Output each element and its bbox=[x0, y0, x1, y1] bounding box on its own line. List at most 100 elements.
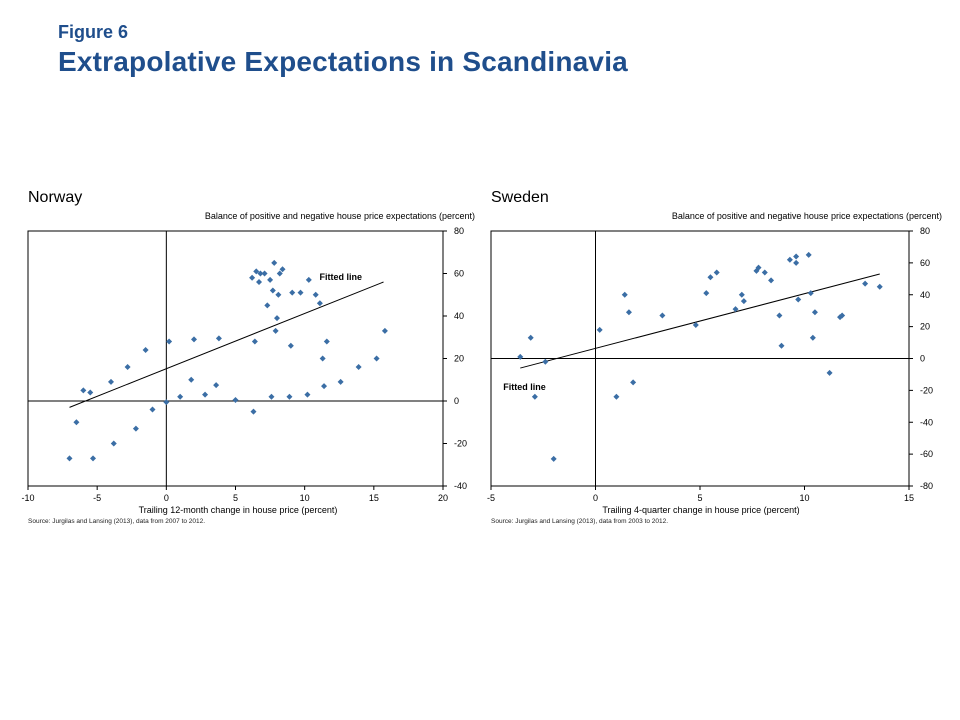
norway-x-tick-label: 0 bbox=[164, 493, 169, 503]
norway-data-point bbox=[87, 390, 93, 396]
sweden-y-tick-label: 80 bbox=[920, 226, 930, 236]
norway-data-point bbox=[177, 394, 183, 400]
sweden-data-point bbox=[707, 274, 713, 280]
norway-fitted-line bbox=[70, 282, 384, 407]
sweden-data-point bbox=[517, 354, 523, 360]
norway-data-point bbox=[125, 364, 131, 370]
norway-data-point bbox=[90, 455, 96, 461]
norway-data-point bbox=[150, 407, 156, 413]
norway-data-point bbox=[317, 300, 323, 306]
norway-data-point bbox=[338, 379, 344, 385]
sweden-data-point bbox=[528, 335, 534, 341]
norway-data-point bbox=[264, 302, 270, 308]
norway-data-point bbox=[289, 290, 295, 296]
norway-data-point bbox=[191, 336, 197, 342]
norway-data-point bbox=[374, 356, 380, 362]
norway-data-point bbox=[67, 455, 73, 461]
sweden-y-tick-label: 60 bbox=[920, 258, 930, 268]
norway-y-tick-label: 0 bbox=[454, 396, 459, 406]
sweden-x-tick-label: 5 bbox=[697, 493, 702, 503]
norway-data-point bbox=[306, 277, 312, 283]
norway-data-point bbox=[73, 419, 79, 425]
norway-data-point bbox=[250, 409, 256, 415]
norway-data-point bbox=[288, 343, 294, 349]
sweden-data-point bbox=[812, 309, 818, 315]
norway-data-point bbox=[143, 347, 149, 353]
norway-data-point bbox=[304, 392, 310, 398]
norway-y-tick-label: -40 bbox=[454, 481, 467, 491]
norway-x-tick-label: 10 bbox=[300, 493, 310, 503]
sweden-data-point bbox=[532, 394, 538, 400]
norway-data-point bbox=[216, 335, 222, 341]
norway-data-point bbox=[188, 377, 194, 383]
sweden-x-tick-label: 15 bbox=[904, 493, 914, 503]
sweden-data-point bbox=[779, 343, 785, 349]
sweden-y-tick-label: 40 bbox=[920, 290, 930, 300]
norway-plot-frame bbox=[28, 231, 443, 486]
norway-x-tick-label: 5 bbox=[233, 493, 238, 503]
norway-fitted-line-label: Fitted line bbox=[320, 272, 363, 282]
sweden-data-point bbox=[597, 327, 603, 333]
norway-data-point bbox=[108, 379, 114, 385]
norway-data-point bbox=[275, 292, 281, 298]
norway-data-point bbox=[286, 394, 292, 400]
sweden-data-point bbox=[739, 292, 745, 298]
sweden-data-point bbox=[877, 284, 883, 290]
norway-data-point bbox=[271, 260, 277, 266]
sweden-data-point bbox=[659, 312, 665, 318]
norway-data-point bbox=[273, 328, 279, 334]
sweden-data-point bbox=[793, 260, 799, 266]
sweden-y-tick-label: -20 bbox=[920, 385, 933, 395]
norway-data-point bbox=[313, 292, 319, 298]
norway-data-point bbox=[249, 275, 255, 281]
norway-data-point bbox=[262, 271, 268, 277]
norway-data-point bbox=[268, 394, 274, 400]
sweden-data-point bbox=[862, 281, 868, 287]
sweden-data-point bbox=[768, 277, 774, 283]
norway-y-tick-label: -20 bbox=[454, 439, 467, 449]
sweden-y-tick-label: 20 bbox=[920, 322, 930, 332]
sweden-y-tick-label: -80 bbox=[920, 481, 933, 491]
sweden-data-point bbox=[703, 290, 709, 296]
sweden-data-point bbox=[793, 254, 799, 260]
norway-data-point bbox=[320, 356, 326, 362]
charts-canvas: -10 -5 0 5 10 15 20 80 60 40 20 0 -20 -40 Fitted line -… bbox=[0, 0, 960, 720]
norway-data-point bbox=[324, 339, 330, 345]
sweden-data-point bbox=[806, 252, 812, 258]
norway-x-tick-label: -10 bbox=[21, 493, 34, 503]
norway-data-point bbox=[356, 364, 362, 370]
sweden-x-tick-label: -5 bbox=[487, 493, 495, 503]
sweden-data-point bbox=[787, 257, 793, 263]
sweden-data-point bbox=[810, 335, 816, 341]
norway-data-point bbox=[252, 339, 258, 345]
norway-data-point bbox=[274, 315, 280, 321]
norway-data-point bbox=[256, 279, 262, 285]
sweden-fitted-line-label: Fitted line bbox=[503, 382, 546, 392]
norway-data-point bbox=[80, 387, 86, 393]
sweden-y-tick-label: 0 bbox=[920, 354, 925, 364]
sweden-y-tick-label: -60 bbox=[920, 449, 933, 459]
norway-data-point bbox=[202, 392, 208, 398]
sweden-y-tick-label: -40 bbox=[920, 417, 933, 427]
norway-data-point bbox=[213, 382, 219, 388]
sweden-data-point bbox=[776, 312, 782, 318]
norway-x-tick-label: -5 bbox=[93, 493, 101, 503]
norway-data-point bbox=[111, 441, 117, 447]
sweden-data-point bbox=[542, 359, 548, 365]
norway-data-point bbox=[298, 290, 304, 296]
sweden-data-point bbox=[741, 298, 747, 304]
norway-data-point bbox=[270, 288, 276, 294]
sweden-data-point bbox=[827, 370, 833, 376]
sweden-data-point bbox=[551, 456, 557, 462]
sweden-data-point bbox=[613, 394, 619, 400]
norway-y-tick-label: 80 bbox=[454, 226, 464, 236]
sweden-x-tick-label: 10 bbox=[799, 493, 809, 503]
norway-data-point bbox=[233, 397, 239, 403]
norway-data-point bbox=[267, 277, 273, 283]
norway-data-point bbox=[166, 339, 172, 345]
norway-x-tick-label: 20 bbox=[438, 493, 448, 503]
norway-y-tick-label: 40 bbox=[454, 311, 464, 321]
sweden-data-point bbox=[622, 292, 628, 298]
sweden-fitted-line bbox=[520, 274, 879, 368]
norway-y-tick-label: 60 bbox=[454, 269, 464, 279]
